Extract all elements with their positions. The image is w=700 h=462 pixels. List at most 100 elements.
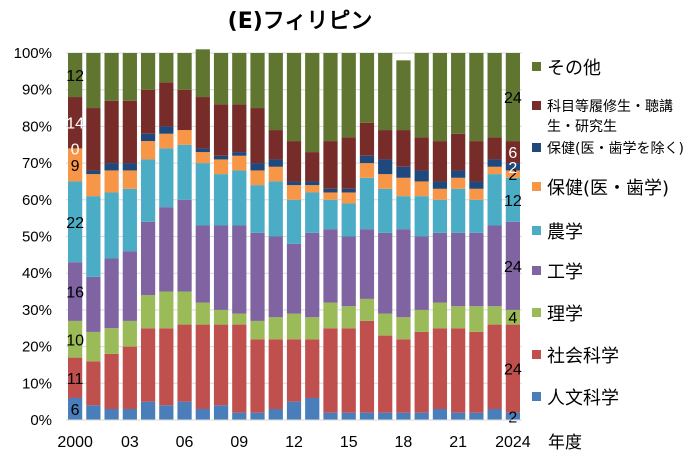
bar-segment bbox=[140, 89, 156, 134]
bar-segment bbox=[286, 243, 302, 314]
bar-segment bbox=[451, 53, 466, 134]
bar-segment bbox=[359, 412, 375, 420]
bar-segment bbox=[305, 192, 320, 233]
bar-segment bbox=[213, 309, 229, 325]
bar-segment bbox=[286, 199, 302, 244]
bar-segment bbox=[323, 199, 338, 230]
bar-segment bbox=[177, 89, 192, 131]
bar-segment bbox=[68, 148, 83, 182]
bar-segment bbox=[451, 133, 466, 171]
x-tick-label: 2000 bbox=[57, 434, 93, 451]
bar-segment bbox=[432, 199, 448, 233]
bar-segment bbox=[487, 137, 502, 160]
bar-segment bbox=[159, 207, 174, 292]
legend-item: 社会科学 bbox=[532, 346, 619, 367]
bar-segment bbox=[359, 53, 375, 123]
bar-segment bbox=[250, 170, 265, 186]
bar-segment bbox=[232, 104, 247, 153]
bar-segment bbox=[396, 412, 411, 420]
bar-2000 bbox=[68, 53, 83, 420]
y-tick-label: 70% bbox=[22, 155, 52, 172]
bar-segment bbox=[487, 166, 502, 175]
data-label: 12 bbox=[66, 68, 84, 85]
data-label: 10 bbox=[66, 332, 84, 349]
bar-segment bbox=[414, 196, 429, 237]
data-label: 9 bbox=[71, 158, 80, 175]
y-tick-label: 20% bbox=[22, 339, 52, 356]
bar-segment bbox=[505, 141, 520, 164]
bar-segment bbox=[396, 339, 411, 413]
bar-segment bbox=[378, 188, 393, 233]
bar-segment bbox=[487, 174, 502, 226]
bar-segment bbox=[359, 298, 375, 321]
bar-segment bbox=[432, 302, 448, 329]
bar-segment bbox=[323, 412, 338, 420]
bar-2002 bbox=[104, 53, 119, 420]
bar-segment bbox=[86, 174, 101, 197]
data-label: 11 bbox=[67, 371, 84, 388]
bar-segment bbox=[104, 328, 119, 354]
legend-item: 人文科学 bbox=[532, 388, 619, 409]
bar-segment bbox=[414, 181, 429, 197]
bar-segment bbox=[378, 412, 393, 420]
bar-segment bbox=[232, 155, 247, 171]
legend-swatch bbox=[532, 266, 541, 275]
bar-segment bbox=[232, 170, 247, 226]
bar-2021 bbox=[451, 53, 466, 420]
legend-swatch bbox=[532, 182, 541, 191]
bar-segment bbox=[305, 53, 320, 153]
bar-segment bbox=[469, 199, 484, 233]
bar-segment bbox=[451, 170, 466, 178]
bar-segment bbox=[86, 53, 101, 109]
bar-segment bbox=[432, 408, 448, 420]
bar-2019 bbox=[414, 53, 429, 420]
bar-segment bbox=[396, 177, 411, 197]
bar-2007 bbox=[195, 49, 210, 420]
bar-segment bbox=[268, 317, 283, 340]
bar-segment bbox=[505, 221, 520, 310]
bar-segment bbox=[505, 163, 520, 171]
bar-segment bbox=[140, 295, 156, 329]
bar-segment bbox=[86, 170, 101, 175]
y-tick-label: 10% bbox=[22, 375, 52, 392]
bar-segment bbox=[487, 53, 502, 138]
bar-segment bbox=[359, 155, 375, 164]
legend-label: 科目等履修生・聴講 bbox=[547, 98, 673, 115]
data-label: 16 bbox=[66, 285, 84, 302]
bar-segment bbox=[505, 53, 520, 142]
bar-segment bbox=[68, 397, 83, 420]
legend-label: 人文科学 bbox=[547, 388, 619, 409]
legend-label: その他 bbox=[547, 58, 601, 79]
bar-segment bbox=[469, 331, 484, 413]
bar-segment bbox=[432, 53, 448, 142]
bar-segment bbox=[396, 229, 411, 318]
bar-segment bbox=[159, 291, 174, 329]
bar-segment bbox=[414, 412, 429, 420]
bar-segment bbox=[414, 331, 429, 413]
bar-segment bbox=[432, 232, 448, 303]
legend-swatch bbox=[532, 62, 541, 71]
bar-segment bbox=[414, 53, 429, 138]
bar-segment bbox=[451, 412, 466, 420]
bar-segment bbox=[432, 141, 448, 182]
bar-segment bbox=[232, 53, 247, 105]
data-label: 12 bbox=[504, 193, 522, 210]
bar-segment bbox=[122, 100, 137, 164]
x-tick-label: 12 bbox=[285, 434, 303, 451]
bar-segment bbox=[177, 401, 192, 420]
bar-segment bbox=[232, 152, 247, 156]
bar-segment bbox=[213, 324, 229, 406]
x-axis-label: 年度 bbox=[548, 433, 582, 452]
data-label: 0 bbox=[71, 141, 80, 158]
bar-segment bbox=[268, 408, 283, 420]
bar-2014 bbox=[323, 53, 338, 420]
bar-segment bbox=[341, 306, 356, 329]
bar-segment bbox=[396, 166, 411, 178]
bar-segment bbox=[104, 258, 119, 329]
bar-segment bbox=[341, 412, 356, 420]
bar-segment bbox=[140, 401, 156, 420]
bar-segment bbox=[195, 97, 210, 149]
x-tick-label: 15 bbox=[340, 434, 358, 451]
